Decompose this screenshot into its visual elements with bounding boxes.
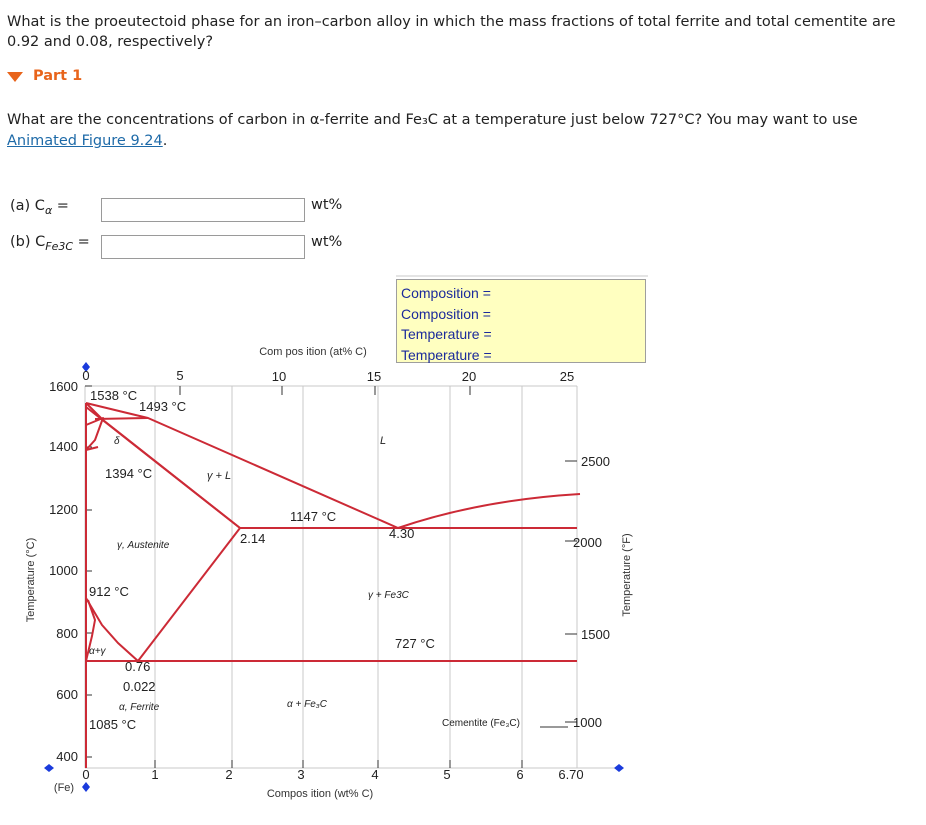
coordinate-readout-box: Composition = Composition = Temperature … (396, 279, 646, 363)
top-axis-title: Com pos ition (at% C) (259, 346, 367, 358)
right-tick-1000: 1000 (573, 715, 602, 730)
field-b-unit: wt% (311, 234, 343, 250)
bottom-tick-6: 6 (516, 767, 523, 782)
cementite-liquidus (397, 493, 581, 529)
right-tick-2500: 2500 (581, 454, 610, 469)
field-a-input[interactable] (101, 198, 305, 222)
phase-boundaries (85, 402, 581, 768)
field-a-label-suffix: = (52, 198, 69, 214)
bottom-tick-6-70: 6.70 (558, 767, 583, 782)
label-727: 727 °C (395, 636, 435, 651)
left-tick-600: 600 (56, 687, 78, 702)
animated-figure-link[interactable]: Animated Figure 9.24 (7, 133, 163, 149)
field-b-subscript: Fe3C (45, 239, 74, 253)
subquestion-text: What are the concentrations of carbon in… (7, 110, 907, 152)
label-gamma-liquid: γ + L (207, 470, 231, 482)
label-delta: δ (114, 436, 120, 447)
right-tick-2000: 2000 (573, 535, 602, 550)
axis-markers (44, 362, 624, 792)
top-tick-0: 0 (82, 368, 89, 383)
fe-label: (Fe) (54, 782, 74, 794)
label-alpha-gamma: α+γ (89, 646, 107, 657)
field-b-label: (b) CFe3C = (10, 234, 90, 253)
label-0-022: 0.022 (123, 679, 156, 694)
field-b-label-prefix: (b) C (10, 234, 46, 250)
subquestion-period: . (162, 133, 168, 149)
label-cementite: Cementite (Fe₃C) (442, 718, 520, 729)
label-1147: 1147 °C (290, 509, 336, 524)
label-2-14: 2.14 (240, 531, 265, 546)
left-tick-400: 400 (56, 749, 78, 764)
left-tick-1200: 1200 (49, 502, 78, 517)
right-axis-title: Temperature (°F) (621, 533, 633, 616)
right-tick-1500: 1500 (581, 627, 610, 642)
label-ferrite: α, Ferrite (119, 702, 160, 713)
bottom-axis-title: Compos ition (wt% C) (267, 788, 373, 800)
bottom-tick-1: 1 (151, 767, 158, 782)
question-text: What is the proeutectoid phase for an ir… (7, 14, 896, 50)
field-a-subscript: α (44, 203, 53, 217)
bottom-tick-2: 2 (225, 767, 232, 782)
label-gamma-fe3c: γ + Fe3C (368, 590, 410, 601)
subquestion-body: What are the concentrations of carbon in… (7, 112, 858, 128)
marker-right (614, 764, 624, 772)
label-1493: 1493 °C (139, 399, 186, 414)
top-tick-25: 25 (560, 369, 574, 384)
delta-region (85, 417, 104, 451)
readout-composition-wt: Composition = (401, 305, 491, 322)
field-a-label-prefix: (a) C (10, 198, 45, 214)
readout-temperature-c: Temperature = (401, 326, 492, 342)
label-1538: 1538 °C (90, 388, 137, 403)
delta-gamma-boundary (85, 446, 99, 451)
collapse-triangle-icon[interactable] (7, 72, 23, 82)
left-axis-title: Temperature (°C) (25, 538, 37, 622)
field-b-input[interactable] (101, 235, 305, 259)
label-0-76: 0.76 (125, 659, 150, 674)
top-tick-10: 10 (272, 369, 286, 384)
marker-bottom (82, 782, 90, 792)
label-alpha-fe3c: α + Fe₃C (287, 699, 328, 710)
top-tick-15: 15 (367, 369, 381, 384)
diagram-grid (84, 275, 648, 769)
bottom-tick-4: 4 (371, 767, 378, 782)
label-1394: 1394 °C (105, 466, 152, 481)
acm-line (137, 527, 241, 662)
label-4-30: 4.30 (389, 526, 414, 541)
bottom-tick-3: 3 (297, 767, 304, 782)
alpha-solvus (85, 599, 96, 662)
solidus (85, 406, 241, 529)
readout-composition-at: Composition = (401, 285, 491, 301)
label-austenite: γ, Austenite (117, 540, 170, 551)
label-liquid: L (380, 435, 386, 447)
left-tick-800: 800 (56, 626, 78, 641)
bottom-tick-5: 5 (443, 767, 450, 782)
field-a-label: (a) Cα = (10, 198, 69, 217)
field-b-label-suffix: = (73, 234, 90, 250)
bottom-tick-0: 0 (82, 767, 89, 782)
left-tick-1000: 1000 (49, 563, 78, 578)
gamma-alpha-boundary (85, 597, 139, 662)
label-912: 912 °C (89, 584, 129, 599)
left-tick-1400: 1400 (49, 439, 78, 454)
label-1085: 1085 °C (89, 717, 136, 732)
top-tick-20: 20 (462, 369, 476, 384)
top-tick-5: 5 (176, 368, 183, 383)
part-label[interactable]: Part 1 (33, 68, 83, 84)
left-tick-1600: 1600 (49, 379, 78, 394)
fe-c-phase-diagram[interactable]: Com pos ition (at% C) 0 5 10 15 20 25 16… (0, 270, 926, 825)
readout-temperature-f: Temperature = (401, 346, 492, 363)
marker-left (44, 764, 54, 772)
peritectic-line (94, 417, 149, 420)
field-a-unit: wt% (311, 197, 343, 213)
marker-top (82, 362, 90, 372)
